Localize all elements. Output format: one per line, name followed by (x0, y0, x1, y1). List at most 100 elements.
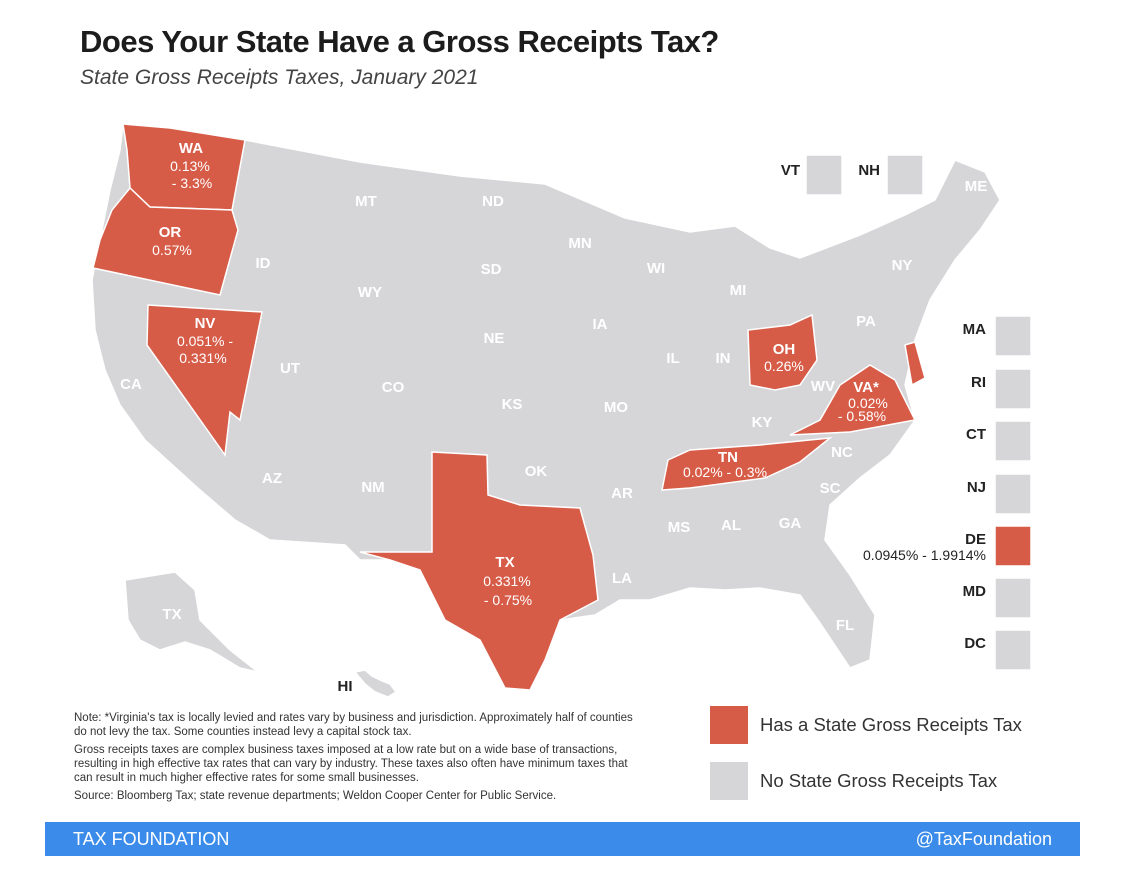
box-de (994, 525, 1032, 567)
label-oh: OH (773, 341, 796, 358)
label-co: CO (382, 379, 405, 396)
label-dc: DC (964, 635, 986, 652)
rate-tn: 0.02% - 0.3% (683, 464, 767, 480)
label-mn: MN (568, 235, 591, 252)
hawaii-shape (353, 669, 398, 698)
label-ak: TX (162, 606, 181, 623)
notes-block: Note: *Virginia's tax is locally levied … (74, 711, 634, 807)
label-ok: OK (525, 463, 548, 480)
label-ia: IA (593, 316, 608, 333)
label-ms: MS (668, 519, 691, 536)
label-fl: FL (836, 617, 854, 634)
chart-subtitle: State Gross Receipts Taxes, January 2021 (80, 66, 479, 89)
label-nc: NC (831, 444, 853, 461)
label-nv: NV (195, 315, 216, 332)
rate-nv-1: 0.051% - (177, 333, 233, 349)
has-tax-region (92, 123, 1032, 691)
label-nd: ND (482, 193, 504, 210)
rate-wa-2: - 3.3% (172, 175, 212, 191)
label-vt: VT (781, 162, 800, 179)
label-me: ME (965, 178, 988, 195)
state-or-shape (92, 186, 239, 296)
label-va: VA* (853, 379, 879, 396)
label-in: IN (716, 350, 731, 367)
rate-oh: 0.26% (764, 358, 804, 374)
label-wv: WV (811, 378, 835, 395)
legend-label-has: Has a State Gross Receipts Tax (760, 714, 1022, 735)
footer-handle[interactable]: @TaxFoundation (915, 828, 1052, 849)
label-sd: SD (481, 261, 502, 278)
label-nj: NJ (967, 479, 986, 496)
box-ma (994, 315, 1032, 357)
us-map: WA 0.13% - 3.3% OR 0.57% NV 0.051% - 0.3… (91, 123, 1032, 698)
label-ny: NY (892, 257, 913, 274)
tax-labels: WA 0.13% - 3.3% OR 0.57% NV 0.051% - 0.3… (152, 140, 986, 608)
rate-de: 0.0945% - 1.9914% (863, 547, 986, 563)
legend-swatch-has (710, 706, 748, 744)
rate-tx-1: 0.331% (483, 573, 530, 589)
label-or: OR (159, 224, 182, 241)
rate-nv-2: 0.331% (179, 350, 226, 366)
label-ut: UT (280, 360, 300, 377)
label-de: DE (965, 531, 986, 548)
label-ar: AR (611, 485, 633, 502)
us-mainland-shape (91, 123, 1001, 691)
box-nh (886, 154, 924, 196)
label-ct: CT (966, 426, 986, 443)
label-mt: MT (355, 193, 377, 210)
rate-wa-1: 0.13% (170, 158, 210, 174)
no-tax-labels: MT ND MN WI MI ID SD WY NE IA IL IN UT C… (120, 162, 987, 695)
legend-item-none: No State Gross Receipts Tax (710, 761, 1022, 801)
label-ri: RI (971, 374, 986, 391)
state-nv-shape (146, 304, 263, 458)
label-mi: MI (730, 282, 747, 299)
note-explanation: Gross receipts taxes are complex busines… (74, 744, 628, 784)
label-ne: NE (484, 330, 505, 347)
label-wa: WA (179, 140, 203, 157)
rate-va-1: 0.02% (848, 395, 888, 411)
label-wy: WY (358, 284, 382, 301)
footer-brand: TAX FOUNDATION (73, 828, 230, 849)
legend: Has a State Gross Receipts Tax No State … (710, 705, 1022, 817)
legend-item-has: Has a State Gross Receipts Tax (710, 705, 1022, 745)
label-id: ID (256, 255, 271, 272)
box-vt (805, 154, 843, 196)
label-al: AL (721, 517, 741, 534)
label-ky: KY (752, 414, 773, 431)
rate-va-2: - 0.58% (838, 408, 886, 424)
label-mo: MO (604, 399, 628, 416)
label-hi: HI (338, 678, 353, 695)
legend-label-none: No State Gross Receipts Tax (760, 770, 998, 791)
label-nm: NM (361, 479, 384, 496)
label-md: MD (963, 583, 986, 600)
label-az: AZ (262, 470, 282, 487)
state-va-shape (789, 364, 917, 436)
label-tx: TX (495, 554, 514, 571)
footer-bar: TAX FOUNDATION @TaxFoundation (45, 822, 1080, 856)
label-nh: NH (858, 162, 880, 179)
label-ks: KS (502, 396, 523, 413)
label-pa: PA (856, 313, 876, 330)
note-virginia: Note: *Virginia's tax is locally levied … (74, 712, 633, 738)
state-tn-shape (661, 437, 833, 491)
alaska-shape (124, 571, 259, 673)
label-il: IL (666, 350, 679, 367)
legend-swatch-none (710, 762, 748, 800)
chart-title: Does Your State Have a Gross Receipts Ta… (80, 24, 719, 59)
state-tx-shape (359, 451, 599, 691)
label-ga: GA (779, 515, 802, 532)
state-de-shape (904, 341, 926, 387)
box-ct (994, 420, 1032, 462)
label-wi: WI (647, 260, 665, 277)
state-oh-shape (747, 313, 818, 391)
label-ca: CA (120, 376, 142, 393)
no-tax-region (91, 123, 1032, 698)
box-dc (994, 629, 1032, 671)
rate-or: 0.57% (152, 242, 192, 258)
box-nj (994, 473, 1032, 515)
box-md (994, 577, 1032, 619)
label-ma: MA (963, 321, 986, 338)
label-tn: TN (718, 449, 738, 466)
label-sc: SC (820, 480, 841, 497)
note-source: Source: Bloomberg Tax; state revenue dep… (74, 790, 557, 802)
